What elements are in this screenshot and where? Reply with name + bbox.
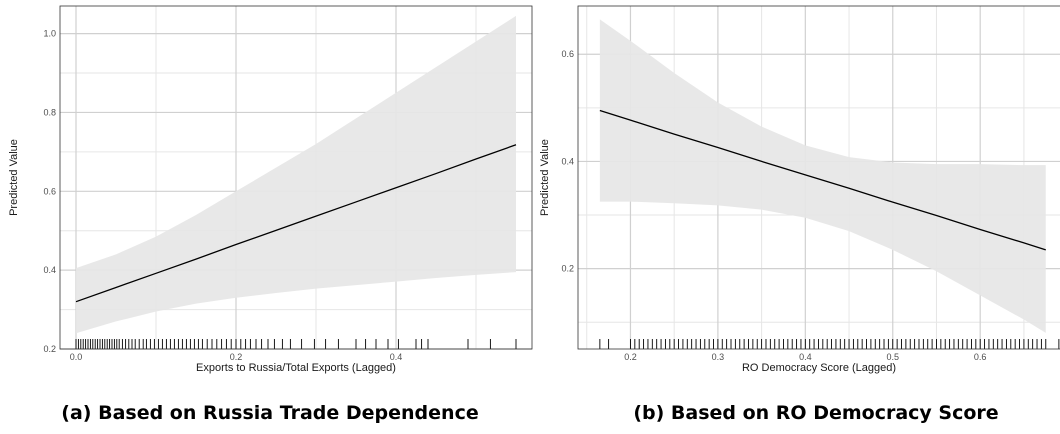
chart2-confidence-ribbon [599,19,1046,333]
chart2-y-tick-label: 0.4 [561,156,574,166]
chart2-panel-border [577,5,1060,350]
chart2-y-axis-title: Predicted Value [539,139,551,216]
chart2-x-axis-title: RO Democracy Score (Lagged) [742,362,896,374]
chart1-x-tick-label: 0.4 [390,352,403,362]
chart1-x-tick-label: 0.0 [70,352,83,362]
chart2-fitted-line [599,109,1046,251]
chart1-panel-border [59,5,533,350]
chart2-y-tick-label: 0.2 [561,264,574,274]
chart1-y-tick-label: 0.4 [43,265,56,275]
chart1-x-tick-label: 0.2 [230,352,243,362]
chart1-y-tick-label: 1.0 [43,29,56,39]
panel-a: 0.0 0.2 0.4 0.2 0.4 0.6 0.8 1.0 Exports to Russi… [8,5,533,424]
chart2-x-tick-label: 0.6 [974,352,987,362]
chart1-y-axis-title: Predicted Value [8,139,20,216]
chart1-x-axis-title: Exports to Russia/Total Exports (Lagged) [196,362,396,374]
chart1-y-tick-label: 0.8 [43,107,56,117]
panel-b: 0.20.30.40.50.60.70.20.40.6RO Democracy … [539,5,1060,424]
chart2-y-tick-label: 0.6 [561,49,574,59]
chart1-y-tick-label: 0.2 [43,344,56,354]
chart2-x-tick-label: 0.5 [887,352,900,362]
chart1-confidence-ribbon [76,15,516,334]
chart1-y-tick-label: 0.6 [43,186,56,196]
chart2-x-tick-label: 0.4 [799,352,812,362]
chart1-caption: (a) Based on Russia Trade Dependence [61,402,478,424]
chart2-x-tick-label: 0.2 [624,352,637,362]
chart2-x-tick-label: 0.3 [712,352,725,362]
chart1-fitted-line [75,144,517,303]
chart2-caption: (b) Based on RO Democracy Score [633,402,998,424]
